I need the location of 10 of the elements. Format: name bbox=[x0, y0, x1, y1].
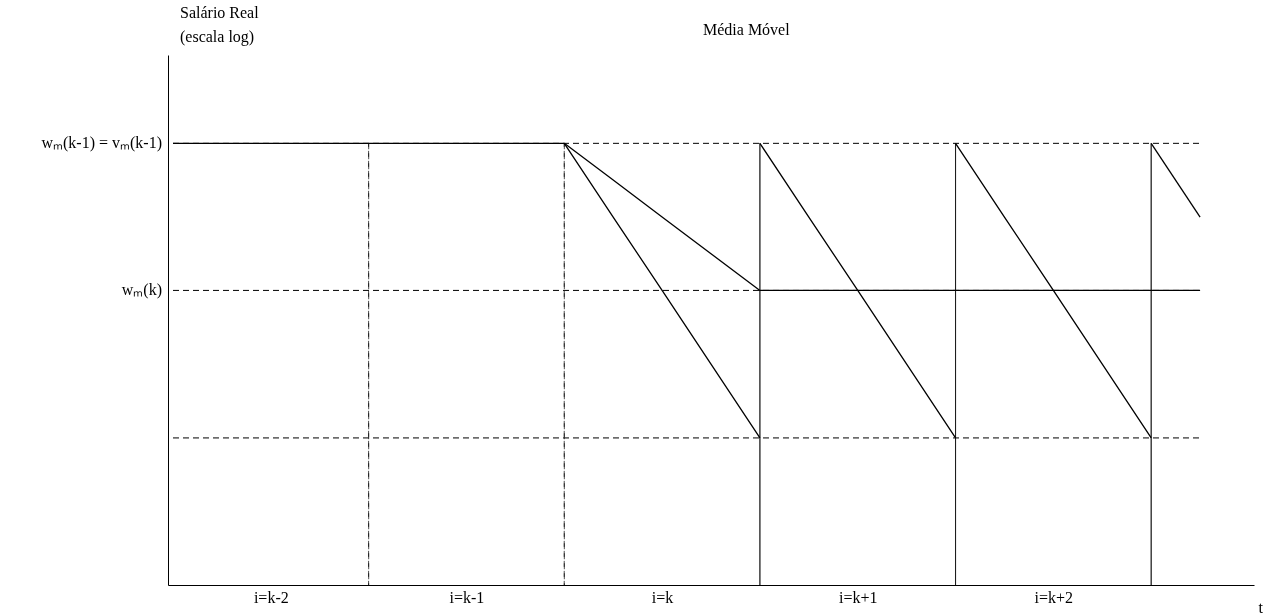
ref-line-label: wₘ(k) bbox=[121, 281, 162, 300]
text: Média Móvel bbox=[703, 21, 791, 38]
x-tick-label: i=k bbox=[651, 588, 674, 606]
x-tick-label: i=k-1 bbox=[449, 588, 485, 606]
x-axis-title: t bbox=[1258, 598, 1264, 613]
x-tick-label: i=k+1 bbox=[838, 588, 878, 606]
ref-line-label: wₘ(k-1) = vₘ(k-1) bbox=[41, 134, 162, 153]
x-tick-label: i=k+2 bbox=[1034, 588, 1074, 606]
text: Salário Real (escala log) bbox=[180, 4, 260, 46]
x-tick-label: i=k-2 bbox=[253, 588, 289, 606]
